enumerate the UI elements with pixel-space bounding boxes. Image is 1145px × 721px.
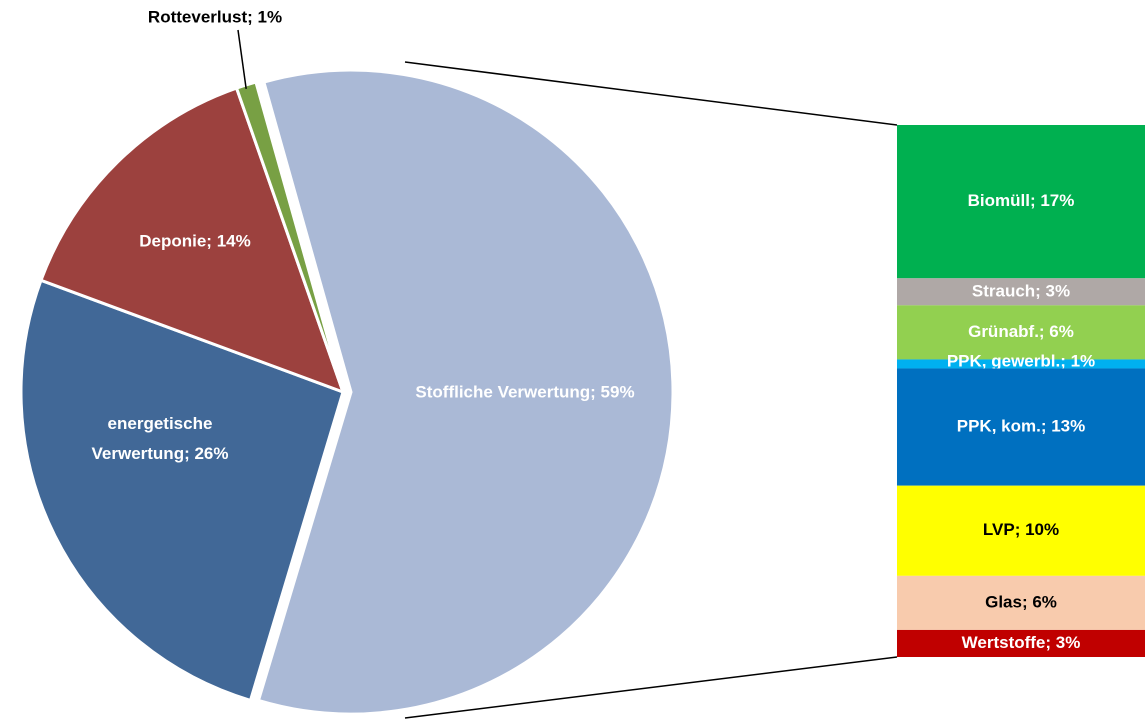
bar-segment bbox=[897, 575, 1145, 630]
segment-label: Wertstoffe; 3% bbox=[962, 633, 1081, 652]
connector-line bbox=[404, 61, 898, 126]
segment-label: Glas; 6% bbox=[985, 592, 1057, 611]
bar-segment bbox=[897, 278, 1145, 306]
bar-segment bbox=[897, 368, 1145, 486]
segment-label: Biomüll; 17% bbox=[968, 191, 1075, 210]
segment-label: LVP; 10% bbox=[983, 520, 1059, 539]
pie-slice bbox=[19, 278, 345, 703]
bar-segment bbox=[897, 359, 1145, 369]
bar-segment bbox=[897, 629, 1145, 657]
bar-segment bbox=[897, 125, 1145, 279]
connector-line bbox=[404, 656, 898, 719]
bar-segment bbox=[897, 305, 1145, 360]
slice-label: energetische Verwertung; 26% bbox=[92, 414, 229, 463]
slice-label: Stoffliche Verwertung; 59% bbox=[415, 382, 634, 401]
slice-label: Rotteverlust; 1% bbox=[148, 7, 282, 26]
slice-label: Deponie; 14% bbox=[139, 231, 250, 250]
segment-label: PPK, kom.; 13% bbox=[957, 417, 1086, 436]
segment-label: Strauch; 3% bbox=[972, 281, 1070, 300]
segment-label: Grünabf.; 6% bbox=[968, 322, 1074, 341]
leader-line bbox=[237, 29, 247, 90]
bar-segment bbox=[897, 485, 1145, 576]
pie-slice bbox=[39, 86, 346, 395]
segment-label: PPK, gewerbl.; 1% bbox=[947, 351, 1095, 370]
pie-slice bbox=[256, 68, 675, 716]
